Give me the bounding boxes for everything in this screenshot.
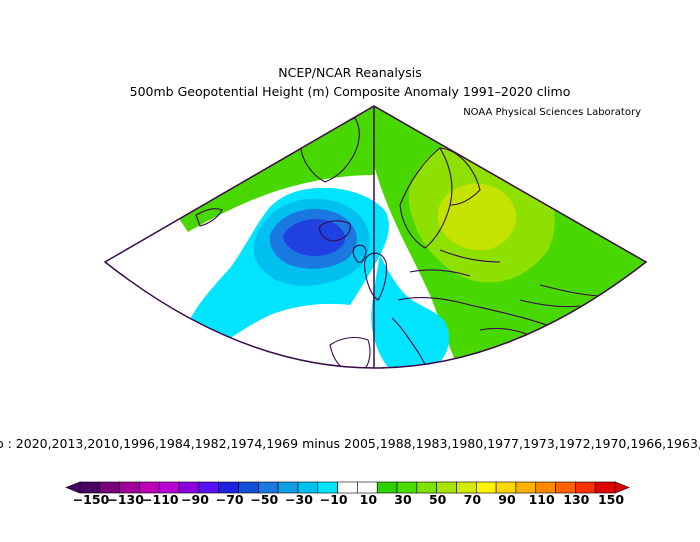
colorbar-tick-label: −110	[142, 492, 179, 507]
colorbar-tick-label: 110	[528, 492, 555, 507]
colorbar-tick-label: 30	[394, 492, 412, 507]
colorbar-arrow-right	[614, 481, 630, 494]
positive-south-africa-edge	[285, 367, 372, 368]
negative-center-iceland	[283, 219, 346, 257]
colorbar-tick-label: 130	[563, 492, 590, 507]
composite-years-caption: eb : 2020,2013,2010,1996,1984,1982,1974,…	[0, 436, 700, 451]
colorbar-tick-label: 70	[463, 492, 482, 507]
colorbar-tick-label: −70	[215, 492, 244, 507]
colorbar-tick-label: −30	[285, 492, 313, 507]
colorbar-tick-label: −10	[319, 492, 348, 507]
colorbar-tick-label: 50	[428, 492, 447, 507]
negative-italy	[371, 255, 450, 368]
colorbar-tick-label: −50	[250, 492, 279, 507]
colorbar-ticks: −150 −130 −110 −90 −70 −50 −30 −10 10 30 50 70 90 110…	[0, 492, 700, 510]
colorbar-tick-label: 10	[359, 492, 378, 507]
colorbar-tick-label: 150	[597, 492, 625, 507]
colorbar-tick-label: −130	[107, 492, 144, 507]
chart-title: NCEP/NCAR Reanalysis	[278, 65, 422, 80]
chart-subtitle: 500mb Geopotential Height (m) Composite …	[129, 84, 571, 99]
colorbar-tick-label: −90	[181, 492, 209, 507]
positive-scandinavia-center	[437, 183, 517, 251]
colorbar	[65, 481, 630, 494]
lab-credit: NOAA Physical Sciences Laboratory	[463, 107, 641, 118]
colorbar-tick-label: 90	[498, 492, 516, 507]
colorbar-tick-label: −150	[72, 492, 110, 507]
map-frame	[103, 105, 648, 369]
